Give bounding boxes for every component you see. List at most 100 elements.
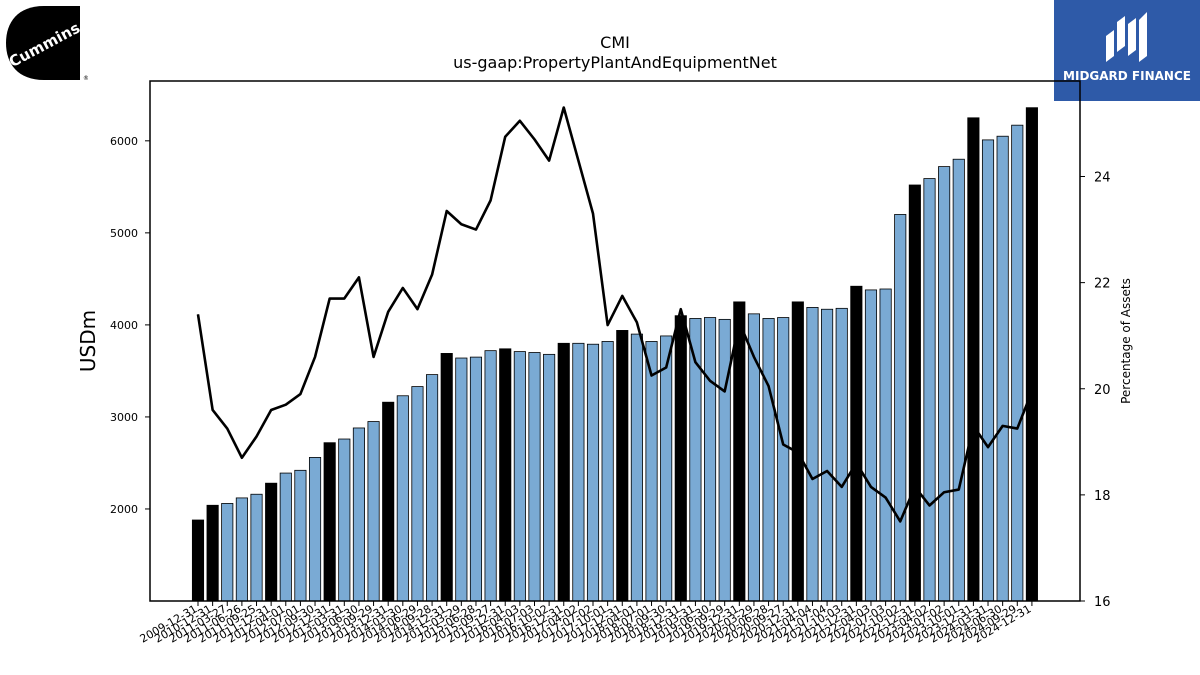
bar bbox=[338, 438, 351, 602]
y-tick-label: 4000 bbox=[110, 319, 138, 332]
line-point bbox=[460, 223, 462, 225]
bar bbox=[835, 307, 848, 602]
line-point bbox=[256, 436, 258, 438]
bar bbox=[981, 139, 995, 602]
bar bbox=[411, 386, 424, 602]
line-point bbox=[899, 520, 901, 522]
line-point bbox=[782, 443, 784, 445]
bar bbox=[821, 308, 834, 602]
bar bbox=[499, 348, 512, 602]
bar bbox=[660, 335, 673, 602]
line-series bbox=[196, 106, 1034, 523]
line-point bbox=[680, 308, 682, 310]
y2-tick-label: 18 bbox=[1094, 489, 1111, 504]
line-point bbox=[607, 324, 609, 326]
bar bbox=[191, 519, 205, 602]
bar bbox=[601, 341, 614, 602]
line-point bbox=[958, 489, 960, 491]
line-point bbox=[972, 425, 974, 427]
x-axis: 2009-12-312010-12-312011-03-272011-06-26… bbox=[138, 601, 1033, 646]
bar bbox=[864, 289, 878, 602]
bar bbox=[996, 135, 1009, 602]
line-point bbox=[709, 380, 711, 382]
bar bbox=[908, 184, 921, 602]
bar bbox=[221, 503, 234, 602]
bar bbox=[455, 357, 468, 602]
line-point bbox=[197, 313, 199, 315]
line-point bbox=[621, 295, 623, 297]
bar bbox=[265, 482, 278, 602]
line-point bbox=[885, 497, 887, 499]
bar bbox=[382, 401, 395, 602]
bar bbox=[528, 352, 541, 602]
bar bbox=[967, 117, 980, 602]
bar bbox=[777, 317, 790, 602]
bar bbox=[352, 427, 365, 602]
y2-tick-label: 20 bbox=[1094, 383, 1111, 398]
line-point bbox=[811, 478, 813, 480]
bar bbox=[279, 472, 292, 602]
line-point bbox=[651, 374, 653, 376]
line-point bbox=[914, 486, 916, 488]
y-axis-label: USDm bbox=[76, 310, 100, 372]
brand-name: MIDGARD FINANCE bbox=[1063, 69, 1191, 83]
cummins-logo-icon: Cummins ® bbox=[6, 6, 89, 82]
line-point bbox=[870, 486, 872, 488]
line-point bbox=[592, 213, 594, 215]
line-point bbox=[753, 356, 755, 358]
line-point bbox=[665, 367, 667, 369]
bar bbox=[894, 214, 907, 602]
bar bbox=[469, 356, 483, 602]
bar bbox=[923, 178, 936, 602]
line-point bbox=[563, 107, 565, 109]
right-axis: 16 18 20 22 24 bbox=[1080, 171, 1111, 610]
line-point bbox=[724, 390, 726, 392]
bar bbox=[235, 497, 248, 602]
line-point bbox=[533, 138, 535, 140]
line-point bbox=[636, 321, 638, 323]
bar bbox=[294, 469, 307, 602]
cummins-logo: Cummins ® bbox=[4, 4, 89, 82]
bar bbox=[543, 353, 556, 602]
y-tick-label: 3000 bbox=[110, 411, 138, 424]
line-point bbox=[855, 462, 857, 464]
bar bbox=[572, 342, 585, 602]
line-point bbox=[548, 160, 550, 162]
bar bbox=[645, 341, 658, 602]
bar bbox=[586, 343, 600, 602]
line-point bbox=[431, 274, 433, 276]
line-point bbox=[929, 504, 930, 506]
bar bbox=[308, 457, 322, 602]
line-point bbox=[285, 404, 287, 406]
bar bbox=[557, 342, 570, 602]
line-point bbox=[446, 210, 448, 212]
line-point bbox=[416, 308, 418, 310]
line-point bbox=[270, 409, 272, 411]
line-point bbox=[343, 298, 345, 300]
bar bbox=[952, 158, 965, 602]
y-tick-label: 2000 bbox=[110, 503, 138, 516]
y-tick-label: 5000 bbox=[110, 227, 138, 240]
line-point bbox=[826, 470, 828, 472]
chart-subtitle: us-gaap:PropertyPlantAndEquipmentNet bbox=[453, 53, 777, 72]
bar bbox=[323, 442, 336, 602]
bar bbox=[513, 351, 526, 602]
y-tick-label: 6000 bbox=[110, 135, 138, 148]
line-point bbox=[314, 356, 316, 358]
line-point bbox=[358, 276, 360, 278]
line-point bbox=[797, 451, 799, 453]
y2-tick-label: 24 bbox=[1094, 171, 1111, 186]
line-point bbox=[738, 321, 740, 323]
bar bbox=[674, 315, 687, 602]
line-point bbox=[943, 491, 945, 493]
y2-tick-label: 16 bbox=[1094, 595, 1111, 610]
plot-frame bbox=[149, 80, 1081, 602]
y2-axis-label: Percentage of Assets bbox=[1119, 278, 1133, 404]
bar bbox=[938, 166, 951, 602]
bar bbox=[484, 350, 497, 602]
midgard-logo-icon bbox=[1106, 12, 1147, 62]
line-point bbox=[987, 446, 989, 448]
line-point bbox=[241, 457, 243, 459]
bar bbox=[762, 318, 775, 602]
line-point bbox=[299, 393, 301, 395]
